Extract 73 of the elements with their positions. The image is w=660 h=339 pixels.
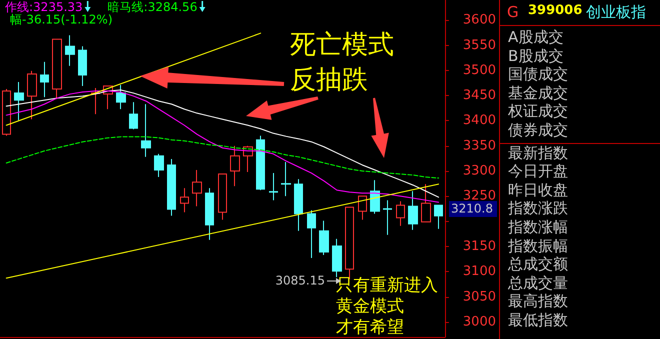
text: 基金成交 [507,84,569,102]
y-tick-label: 3100 [462,264,496,280]
candlestick [294,178,303,232]
candlestick [256,135,265,191]
candlestick [396,200,405,226]
candlestick [192,170,202,207]
y-tick-label: 3600 [462,12,496,28]
candlestick [230,145,240,187]
text: 指数振幅 [507,236,569,256]
text: 最低指数 [507,310,569,330]
y-tick-label: 3000 [462,314,496,330]
candlestick [332,238,342,278]
candlestick [408,190,418,230]
text: B股成交 [507,46,564,66]
y-tick-label: 3250 [462,188,496,204]
candlestick [154,153,164,178]
candlestick [358,196,367,220]
text: A股成交 [507,28,564,47]
text: 指数涨跌 [507,199,569,218]
y-tick-label: 3550 [462,38,496,53]
text: 399006 [528,3,582,18]
annotation: 才有希望 [336,318,404,338]
annotation: 只有重新进入 [336,276,438,296]
text: 创业板指 [586,3,646,22]
text: 昨日收盘 [507,180,569,200]
annotation: 黄金模式 [336,296,404,317]
text: 3210.8 [451,201,493,216]
y-tick-label: 3300 [462,164,496,179]
text: 最高指数 [507,292,569,311]
text: 最新指数 [507,144,569,162]
candlestick [370,180,380,214]
annotation: 幅-36.15(-1.12%) [10,12,112,26]
text: 权证成交 [507,102,569,121]
text: 暗马线:3284.56 [108,0,198,14]
candlestick [2,88,11,136]
text: 债券成交 [507,120,569,140]
candlestick [27,70,37,120]
y-tick-label: 3150 [462,238,496,254]
text: G [507,3,519,21]
candlestick [52,38,62,100]
candlestick [78,46,87,87]
line-series [6,136,440,179]
candlestick [319,220,329,256]
candlestick [180,188,189,213]
text: 国债成交 [507,65,569,84]
y-tick-label: 3400 [462,113,496,128]
annotation: 反抽跌 [290,65,368,96]
candlestick [65,34,75,66]
candlestick [269,172,278,201]
candlestick [129,102,138,130]
candlestick [141,104,151,158]
candlestick [205,188,214,240]
candlestick [116,84,126,110]
candlestick [14,81,24,121]
candlestick [281,161,291,197]
text: 总成交量 [507,274,569,292]
candlestick [40,61,49,98]
candlestick [383,200,392,236]
y-tick-label: 3350 [462,138,496,154]
candlestick [421,184,431,222]
y-tick-label: 3500 [462,62,496,78]
candlestick [218,174,227,220]
text: 作线:3235.33 [4,0,83,14]
y-tick-label: 3050 [462,289,496,304]
candlestick [434,204,443,230]
text: 总成交额 [507,255,569,274]
text: 今日开盘 [507,162,569,181]
text: 指数涨幅 [507,218,569,237]
y-tick-label: 3450 [462,88,496,104]
candlestick [307,210,316,259]
annotation: 死亡模式 [290,30,394,60]
candlestick [167,158,176,216]
annotation: 3085.15 [275,273,325,288]
